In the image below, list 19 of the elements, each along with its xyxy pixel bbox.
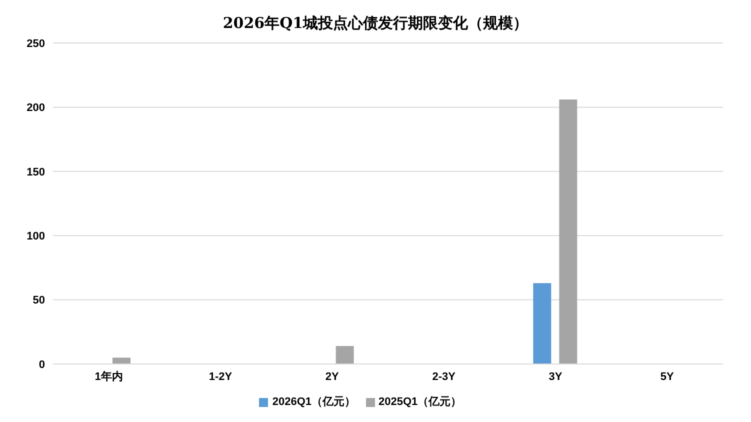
bar <box>336 346 354 364</box>
bar <box>559 99 578 364</box>
chart-title: 2026年Q1城投点心债发行期限变化（规模） <box>222 13 530 34</box>
x-tick-label: 1-2Y <box>208 370 233 383</box>
y-tick-label: 0 <box>38 358 45 371</box>
y-tick-label: 150 <box>26 166 45 178</box>
y-tick-label: 250 <box>26 38 45 50</box>
bar <box>112 358 130 364</box>
y-tick-label: 100 <box>26 230 45 243</box>
legend-label: 2025Q1（亿元） <box>378 396 462 408</box>
y-tick-label: 200 <box>26 102 45 114</box>
x-tick-label: 2-3Y <box>432 370 456 383</box>
legend-label: 2026Q1（亿元） <box>272 396 356 408</box>
x-tick-label: 2Y <box>325 370 340 383</box>
bar <box>533 283 552 364</box>
x-tick-label: 3Y <box>548 370 563 383</box>
x-tick-label: 1年内 <box>94 370 123 383</box>
y-tick-label: 50 <box>32 294 45 307</box>
x-tick-label: 5Y <box>660 370 675 383</box>
